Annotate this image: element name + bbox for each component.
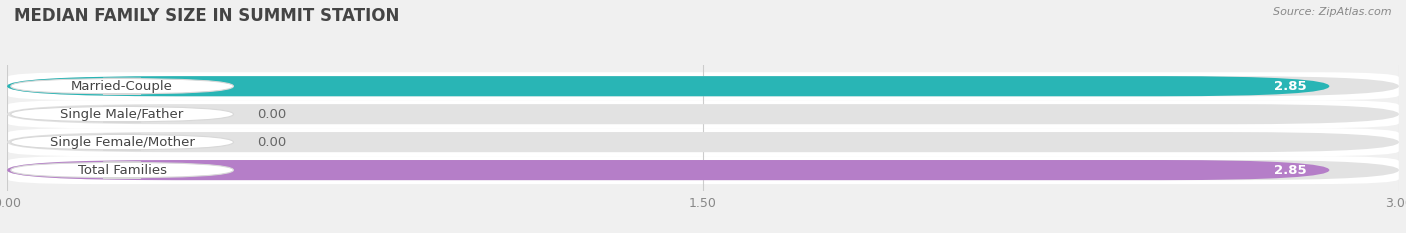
Text: 0.00: 0.00 [257, 136, 285, 149]
Text: Married-Couple: Married-Couple [72, 80, 173, 93]
Text: Single Male/Father: Single Male/Father [60, 108, 184, 121]
Text: 2.85: 2.85 [1274, 164, 1306, 177]
Text: 2.85: 2.85 [1274, 80, 1306, 93]
FancyBboxPatch shape [7, 160, 1399, 180]
FancyBboxPatch shape [7, 160, 1330, 180]
Text: 0.00: 0.00 [257, 108, 285, 121]
Text: Total Families: Total Families [77, 164, 166, 177]
FancyBboxPatch shape [11, 106, 233, 122]
Text: Source: ZipAtlas.com: Source: ZipAtlas.com [1274, 7, 1392, 17]
FancyBboxPatch shape [7, 104, 1399, 124]
FancyBboxPatch shape [11, 162, 233, 178]
FancyBboxPatch shape [11, 78, 233, 94]
FancyBboxPatch shape [7, 76, 1399, 96]
FancyBboxPatch shape [7, 156, 1399, 184]
Text: MEDIAN FAMILY SIZE IN SUMMIT STATION: MEDIAN FAMILY SIZE IN SUMMIT STATION [14, 7, 399, 25]
FancyBboxPatch shape [7, 76, 1330, 96]
FancyBboxPatch shape [7, 128, 1399, 156]
FancyBboxPatch shape [11, 134, 233, 150]
FancyBboxPatch shape [7, 132, 1399, 152]
Text: Single Female/Mother: Single Female/Mother [49, 136, 194, 149]
FancyBboxPatch shape [7, 100, 1399, 128]
FancyBboxPatch shape [7, 72, 1399, 100]
